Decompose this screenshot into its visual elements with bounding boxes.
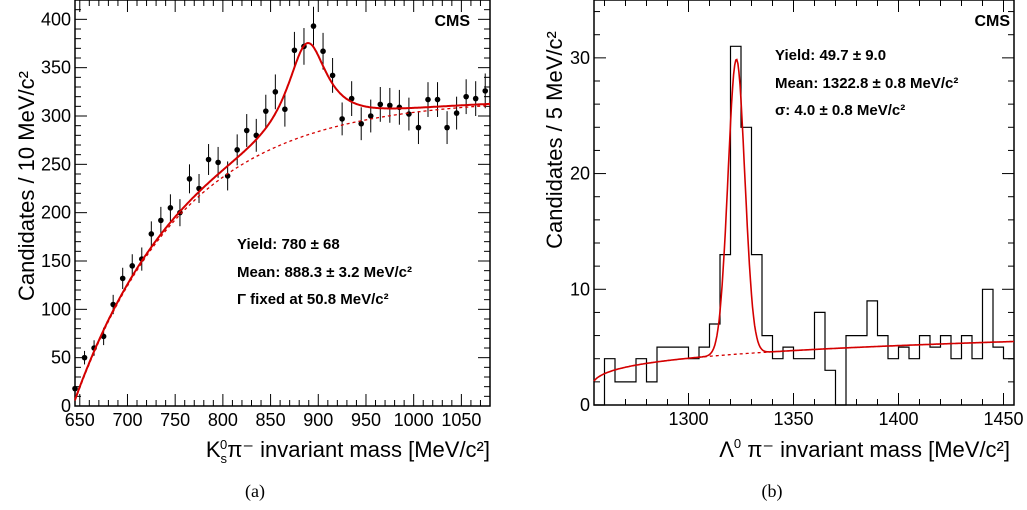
panel-a-data-point: [205, 156, 212, 163]
panel-b-y-tick-label: 10: [570, 279, 590, 299]
panel-a-y-tick-label: 250: [41, 154, 71, 174]
panel-a-data-point: [129, 263, 136, 269]
panel-a-frame: [74, 0, 491, 407]
panel-b-x-tick-label: 1350: [773, 409, 813, 429]
panel-a-x-tick-label: 850: [256, 410, 286, 430]
panel-a-cms-label: CMS: [434, 13, 470, 30]
panel-a-total-fit-line: [74, 41, 490, 401]
panel-a-data-point: [406, 111, 412, 117]
panel-a-data-point: [272, 89, 279, 95]
panel-a-data-point: [167, 205, 174, 211]
panel-a-data-point: [434, 96, 441, 103]
panel-a-yield-annotation: Yield: 780 ± 68: [237, 236, 340, 253]
panel-a-y-tick-label: 50: [51, 348, 71, 368]
panel-b-x-tick-label: 1400: [878, 409, 918, 429]
panel-b-x-tick-label: 1450: [983, 409, 1023, 429]
panel-a-y-tick-label: 400: [41, 9, 71, 29]
panel-a-data-point: [320, 48, 326, 55]
panel-a-y-axis-title: Candidates / 10 MeV/c²: [14, 71, 39, 301]
panel-a-data-point: [310, 23, 317, 29]
panel-a-x-tick-label: 1000: [394, 410, 434, 430]
panel-b-total-fit-line: [593, 58, 1014, 382]
panel-a-x-tick-label: 700: [112, 410, 142, 430]
panel-a-data-point: [243, 127, 250, 134]
panel-a-y-tick-label: 100: [41, 299, 71, 319]
panel-b-frame: [593, 0, 1015, 406]
panel-a-data-points: [72, 6, 489, 394]
panel-a-y-tick-label: 350: [41, 58, 71, 78]
panel-a-data-point: [367, 113, 374, 119]
panel-a-x-tick-label: 800: [208, 410, 238, 430]
panel-a-data-point: [158, 217, 164, 224]
panel-a-data-point: [358, 120, 365, 127]
panel-a-gamma-annotation: Γ fixed at 50.8 MeV/c²: [237, 291, 389, 308]
panel-b-histogram: [594, 45, 1014, 406]
panel-b-x-axis-title: Λ0 π⁻ invariant mass [MeV/c²]: [719, 436, 1010, 462]
panel-a-data-point: [148, 231, 155, 237]
panel-b-yield-annotation: Yield: 49.7 ± 9.0: [775, 47, 886, 64]
panel-a-y-tick-label: 0: [61, 396, 71, 416]
panel-a-data-point: [119, 275, 126, 282]
panel-a-chart: 650 700 750 800 850 900 950 1000 1050 0 50 100 150 20…: [14, 0, 491, 502]
panel-b-y-tick-label: 30: [570, 48, 590, 68]
panel-a-data-point: [72, 385, 78, 392]
panel-a-mean-annotation: Mean: 888.3 ± 3.2 MeV/c²: [237, 264, 412, 281]
panel-b-caption: (b): [762, 481, 783, 502]
panel-a-data-point: [463, 93, 469, 100]
panel-a-background-fit-line: [74, 104, 490, 401]
panel-b-mean-annotation: Mean: 1322.8 ± 0.8 MeV/c²: [775, 75, 958, 92]
panel-a-data-point: [81, 354, 88, 361]
panel-a-data-point: [415, 124, 422, 131]
panel-a-data-point: [377, 101, 384, 108]
panel-a-data-point: [282, 106, 288, 113]
panel-a-data-point: [482, 88, 489, 94]
panel-a-data-point: [453, 110, 460, 116]
panel-a-data-point: [444, 124, 450, 131]
panel-a-x-tick-label: 750: [160, 410, 190, 430]
panel-a-y-tick-label: 200: [41, 203, 71, 223]
panel-a-x-axis-title: Ks0π⁻ invariant mass [MeV/c²]: [206, 437, 490, 466]
panel-a-data-point: [263, 108, 269, 114]
panel-a-data-point: [348, 95, 355, 102]
panel-a-data-point: [472, 95, 479, 102]
panel-b-x-tick-label: 1300: [668, 409, 708, 429]
panel-a-caption: (a): [245, 481, 265, 502]
panel-a-data-point: [234, 147, 240, 153]
panel-a-x-tick-label: 650: [65, 410, 95, 430]
panel-b-sigma-annotation: σ: 4.0 ± 0.8 MeV/c²: [775, 102, 905, 119]
panel-b-y-tick-label: 0: [580, 395, 590, 415]
panel-a-data-point: [387, 102, 393, 109]
panel-b-y-tick-label: 20: [570, 164, 590, 184]
panel-a-y-tick-label: 300: [41, 106, 71, 126]
panel-a-y-tick-label: 150: [41, 251, 71, 271]
panel-a-ticks: 650 700 750 800 850 900 950 1000 1050 0 50 100 150 20…: [41, 0, 491, 430]
panel-b-cms-label: CMS: [974, 13, 1010, 30]
panel-a-data-point: [425, 96, 431, 103]
panel-a-data-point: [339, 116, 345, 122]
panel-a-x-tick-label: 950: [351, 410, 381, 430]
panel-a-data-point: [215, 159, 221, 166]
panel-a-data-point: [186, 176, 193, 182]
panel-a-x-tick-label: 1050: [441, 410, 481, 430]
panel-b-chart: 1300 1350 1400 1450 0 10 20 30 CMS Yield: 49.7 …: [542, 0, 1024, 502]
panel-b-y-axis-title: Candidates / 5 MeV/c²: [542, 31, 567, 249]
panel-a-x-tick-label: 900: [303, 410, 333, 430]
panel-a-data-point: [291, 47, 298, 54]
panel-b-ticks: 1300 1350 1400 1450 0 10 20 30: [570, 0, 1024, 429]
panel-a-data-point: [329, 72, 336, 79]
